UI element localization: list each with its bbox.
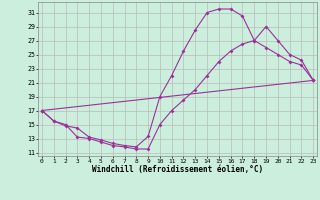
X-axis label: Windchill (Refroidissement éolien,°C): Windchill (Refroidissement éolien,°C): [92, 165, 263, 174]
